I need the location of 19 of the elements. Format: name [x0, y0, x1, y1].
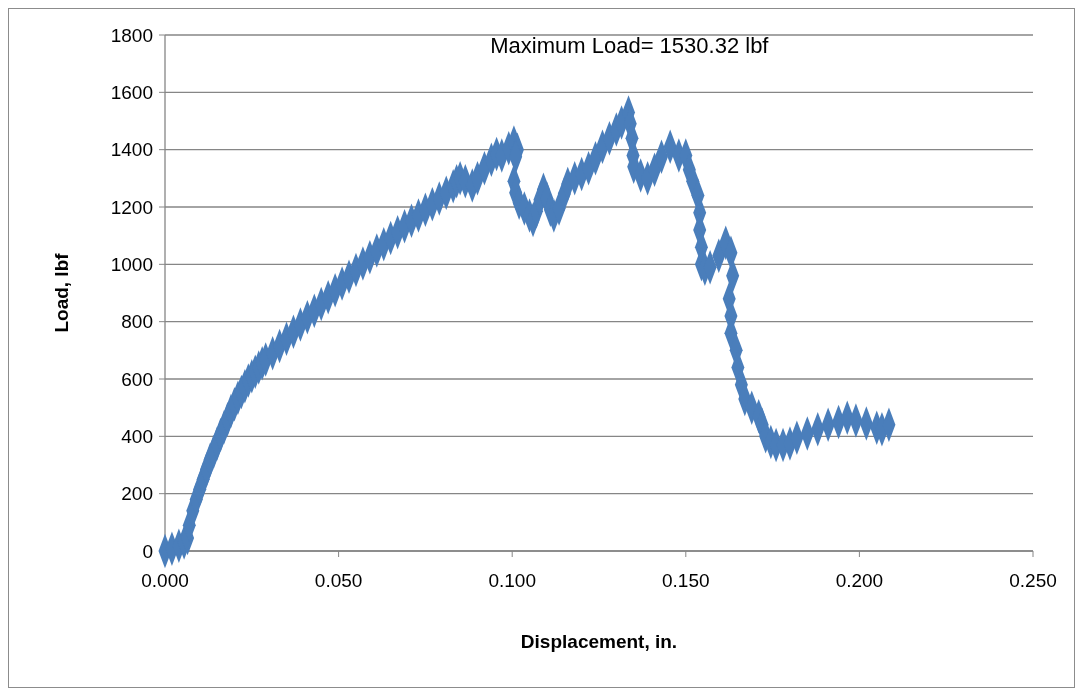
x-tick-label: 0.000: [141, 570, 189, 591]
y-tick-label: 1800: [110, 24, 153, 46]
y-tick-label: 1000: [110, 253, 153, 275]
y-tick-label: 800: [121, 311, 153, 333]
x-tick-label: 0.250: [1009, 570, 1057, 591]
x-tick-label: 0.050: [314, 570, 363, 591]
x-tick-label: 0.200: [835, 570, 884, 591]
y-tick-label: 600: [121, 368, 153, 390]
x-tick-label: 0.100: [488, 570, 536, 591]
x-tick-label: 0.150: [662, 570, 710, 591]
x-axis-title: Displacement, in.: [520, 631, 678, 652]
y-tick-label: 1200: [110, 196, 153, 218]
y-tick-label: 200: [121, 483, 153, 505]
y-tick-label: 400: [121, 425, 153, 447]
y-tick-label: 1400: [110, 139, 153, 161]
annotation: Maximum Load= 1530.32 lbf: [490, 33, 770, 58]
y-tick-label: 1600: [110, 81, 153, 103]
y-tick-label: 0: [142, 540, 153, 562]
y-axis-title: Load, lbf: [51, 252, 72, 333]
